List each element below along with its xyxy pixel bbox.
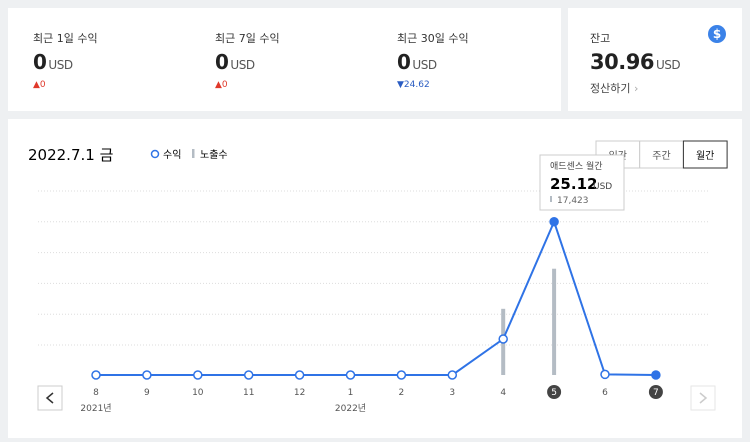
x-tick-label: 3 <box>449 388 455 398</box>
point <box>600 369 610 380</box>
point <box>193 370 203 380</box>
point <box>294 370 305 380</box>
summary-value: 0 USD <box>33 50 73 74</box>
point <box>345 370 356 380</box>
period-button[interactable] <box>682 140 728 169</box>
summary-card: 최근 1일 수익 0 USD ▲0 최근 7일 수익 0 USD ▲0 최근 30일 수익 0 US… <box>8 8 561 111</box>
period-label[interactable]: 주간 <box>652 150 670 162</box>
point <box>447 370 458 380</box>
dollar-icon: $ <box>708 25 726 43</box>
change-value: 0 <box>39 80 46 90</box>
highlight-badge <box>547 385 562 399</box>
balance-label: 잔고 <box>590 32 611 45</box>
x-tick-label: 10 <box>192 388 204 398</box>
prev-icon <box>45 392 54 404</box>
bar <box>552 268 557 375</box>
period-button[interactable] <box>639 140 684 169</box>
legend-marker <box>150 149 160 159</box>
summary-value: 0 USD <box>215 50 255 74</box>
currency: USD <box>230 58 255 72</box>
period-label[interactable]: 월간 <box>696 150 714 162</box>
point <box>651 370 661 380</box>
point <box>396 370 407 380</box>
x-tick-label: 8 <box>93 388 99 398</box>
next-button[interactable] <box>690 385 716 411</box>
legend-marker <box>192 149 195 158</box>
balance-value: 30.96 USD <box>590 50 681 74</box>
change-arrow: ▲ <box>215 80 222 90</box>
x-tick-label: 9 <box>144 388 150 398</box>
balance-card: 잔고 30.96 USD 정산하기 › $ <box>568 8 742 111</box>
point <box>142 370 152 380</box>
summary-amount: 0 <box>33 50 47 74</box>
summary-change: ▲0 <box>215 80 228 90</box>
line <box>96 218 656 376</box>
x-tick-label: 4 <box>500 388 506 398</box>
currency: USD <box>655 58 681 72</box>
summary-amount: 0 <box>215 50 229 74</box>
legend-label: 노출수 <box>200 149 228 161</box>
summary-label: 최근 7일 수익 <box>215 32 280 45</box>
summary-amount: 0 <box>397 50 411 74</box>
point <box>498 334 508 344</box>
currency: USD <box>593 182 612 192</box>
point <box>243 370 254 380</box>
point <box>549 217 559 227</box>
next-icon <box>699 392 708 404</box>
balance-amount: 30.96 <box>590 50 654 74</box>
summary-label: 최근 30일 수익 <box>397 32 469 45</box>
x-tick-label: 12 <box>294 388 305 398</box>
currency: USD <box>48 58 73 72</box>
tooltip <box>539 154 625 211</box>
change-value: 24.62 <box>403 80 430 90</box>
legend-label: 수익 <box>163 149 181 161</box>
highlight-badge <box>648 385 663 399</box>
x-tick-label: 7 <box>653 388 659 398</box>
tooltip-bar-icon <box>550 196 552 202</box>
summary-change: ▲0 <box>33 80 46 90</box>
x-tick-label: 5 <box>551 388 557 398</box>
chart-card: 2022.7.1 금수익노출수일간주간월간82021년910111212022년… <box>8 119 742 438</box>
currency: USD <box>412 58 437 72</box>
year-label: 2021년 <box>80 403 111 414</box>
point <box>91 370 101 380</box>
x-tick-label: 2 <box>399 388 405 398</box>
prev-button[interactable] <box>37 385 63 411</box>
tooltip-impressions: 17,423 <box>557 196 589 206</box>
summary-label: 최근 1일 수익 <box>33 32 98 45</box>
x-tick-label: 6 <box>602 388 608 398</box>
summary-change: ▼24.62 <box>397 80 430 90</box>
settle-text[interactable]: 정산하기 <box>590 82 631 95</box>
x-tick-label: 1 <box>348 388 354 398</box>
x-tick-label: 11 <box>243 388 254 398</box>
tooltip-title: 애드센스 월간 <box>550 160 603 172</box>
tooltip-value: 25.12 <box>550 175 597 193</box>
chart-date: 2022.7.1 금 <box>28 146 114 164</box>
summary-value: 0 USD <box>397 50 437 74</box>
settle-link[interactable]: 정산하기 › <box>590 82 639 95</box>
change-value: 0 <box>221 80 228 90</box>
chart: 2022.7.1 금수익노출수일간주간월간82021년910111212022년… <box>28 140 728 414</box>
change-arrow: ▼ <box>397 80 404 90</box>
change-arrow: ▲ <box>33 80 40 90</box>
year-label: 2022년 <box>335 403 366 414</box>
